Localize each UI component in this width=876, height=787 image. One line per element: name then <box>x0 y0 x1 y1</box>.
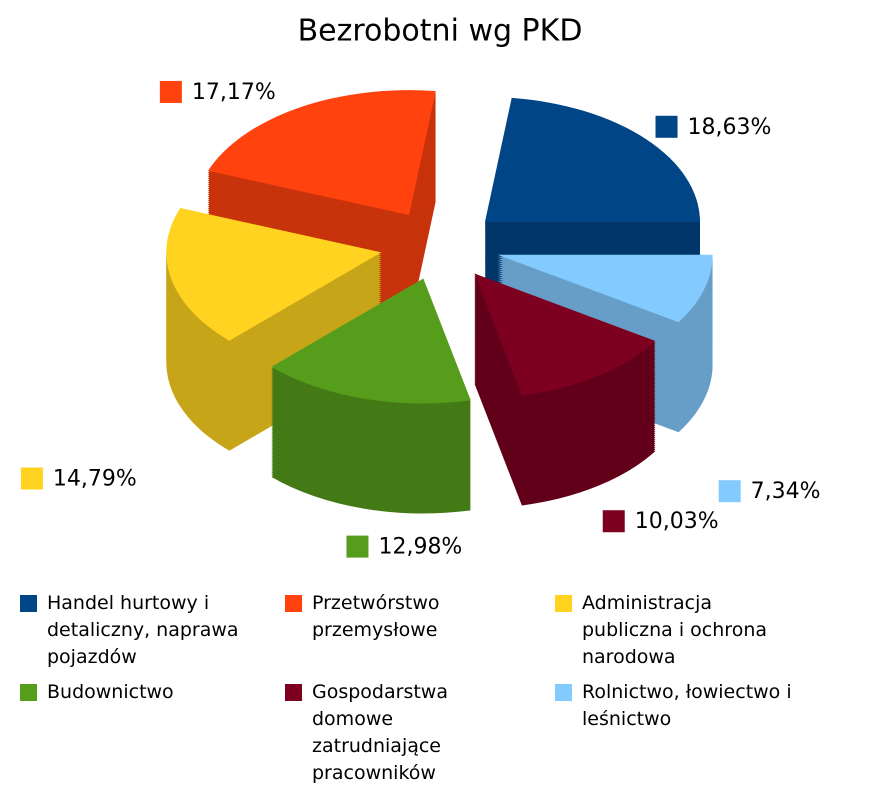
slice-top <box>497 254 713 323</box>
legend-item: Handel hurtowy i detaliczny, naprawa poj… <box>20 590 285 671</box>
legend-label: Budownictwo <box>47 681 174 703</box>
legend-swatch <box>285 595 302 612</box>
legend-swatch <box>20 595 37 612</box>
slice-top <box>484 97 700 222</box>
legend-swatch <box>20 684 37 701</box>
data-label: 10,03% <box>635 509 719 534</box>
label-swatch <box>346 535 369 558</box>
slice-top <box>271 278 471 404</box>
label-swatch <box>20 467 43 490</box>
legend-label: Administracja publiczna i ochrona narodo… <box>582 592 767 668</box>
label-swatch <box>159 80 182 103</box>
chart-title: Bezrobotni wg PKD <box>298 14 583 49</box>
chart: Bezrobotni wg PKD 18,63% 17,17% 14,79% 12,9… <box>20 14 821 560</box>
data-label: 18,63% <box>688 115 772 140</box>
legend-item: Budownictwo <box>20 679 285 787</box>
legend-swatch <box>555 684 572 701</box>
legend-swatch <box>555 595 572 612</box>
data-label: 14,79% <box>53 467 137 492</box>
page: Bezrobotni wg PKD 18,63% 17,17% 14,79% 12,9… <box>20 14 821 784</box>
slice-top <box>474 273 656 396</box>
data-label: 12,98% <box>378 535 462 560</box>
legend-item: Gospodarstwa domowe zatrudniające pracow… <box>285 679 555 787</box>
legend-item: Przetwórstwo przemysłowe <box>285 590 555 671</box>
legend-label: Handel hurtowy i detaliczny, naprawa poj… <box>47 592 239 668</box>
legend-label: Rolnictwo, łowiectwo i leśnictwo <box>582 681 792 730</box>
slice <box>474 273 656 506</box>
slice-top <box>208 90 436 216</box>
legend-label: Przetwórstwo przemysłowe <box>312 592 440 641</box>
label-swatch <box>655 115 678 138</box>
legend-item: Administracja publiczna i ochrona narodo… <box>555 590 845 671</box>
legend-swatch <box>285 684 302 701</box>
data-label: 17,17% <box>192 80 276 105</box>
label-swatch <box>602 510 625 533</box>
slice-top <box>166 207 382 341</box>
legend-item: Rolnictwo, łowiectwo i leśnictwo <box>555 679 845 787</box>
slice <box>271 278 471 514</box>
data-label: 7,34% <box>751 479 821 504</box>
label-swatch <box>718 480 741 503</box>
legend: Handel hurtowy i detaliczny, naprawa poj… <box>20 590 860 787</box>
legend-label: Gospodarstwa domowe zatrudniające pracow… <box>312 681 448 784</box>
